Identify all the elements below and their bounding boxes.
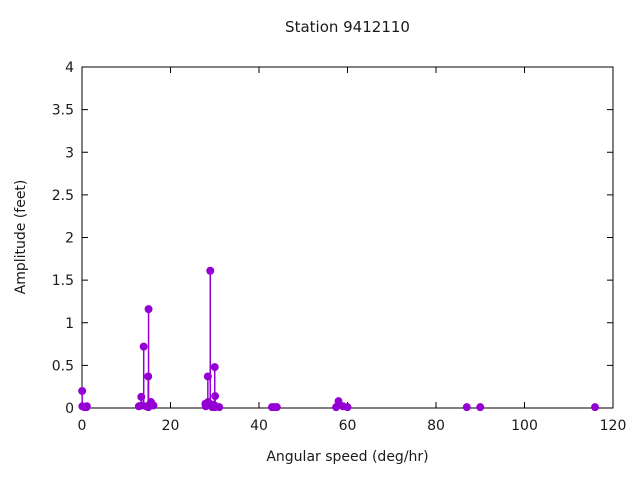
- x-tick-label: 40: [250, 418, 268, 434]
- y-tick-label: 1: [65, 316, 74, 332]
- chart-title: Station 9412110: [285, 18, 410, 36]
- x-tick-label: 80: [427, 418, 445, 434]
- x-tick-label: 100: [511, 418, 538, 434]
- y-tick-label: 3: [65, 145, 74, 161]
- y-tick-label: 0: [65, 401, 74, 417]
- data-point-marker: [462, 403, 471, 412]
- y-tick-label: 4: [65, 60, 74, 76]
- x-tick-label: 20: [162, 418, 180, 434]
- data-point-marker: [206, 266, 215, 275]
- data-point-marker: [476, 403, 485, 412]
- data-point-marker: [215, 403, 224, 412]
- x-axis-label: Angular speed (deg/hr): [266, 449, 429, 465]
- data-point-marker: [272, 403, 281, 412]
- data-point-marker: [149, 401, 158, 410]
- x-tick-label: 0: [78, 418, 87, 434]
- data-point-marker: [591, 403, 600, 412]
- y-tick-label: 3.5: [52, 103, 74, 119]
- data-point-marker: [144, 305, 153, 314]
- y-tick-label: 2.5: [52, 188, 74, 204]
- y-tick-label: 0.5: [52, 358, 74, 374]
- y-axis-label: Amplitude (feet): [13, 179, 29, 295]
- y-tick-label: 2: [65, 231, 74, 247]
- x-tick-label: 120: [600, 418, 627, 434]
- data-point-marker: [82, 402, 91, 411]
- plot-border: [81, 66, 614, 409]
- data-point-marker: [211, 392, 220, 401]
- data-point-marker: [343, 403, 352, 412]
- data-point-marker: [139, 342, 148, 351]
- data-point-marker: [210, 363, 219, 372]
- data-point-marker: [78, 386, 87, 395]
- x-tick-label: 60: [339, 418, 357, 434]
- y-tick-label: 1.5: [52, 273, 74, 289]
